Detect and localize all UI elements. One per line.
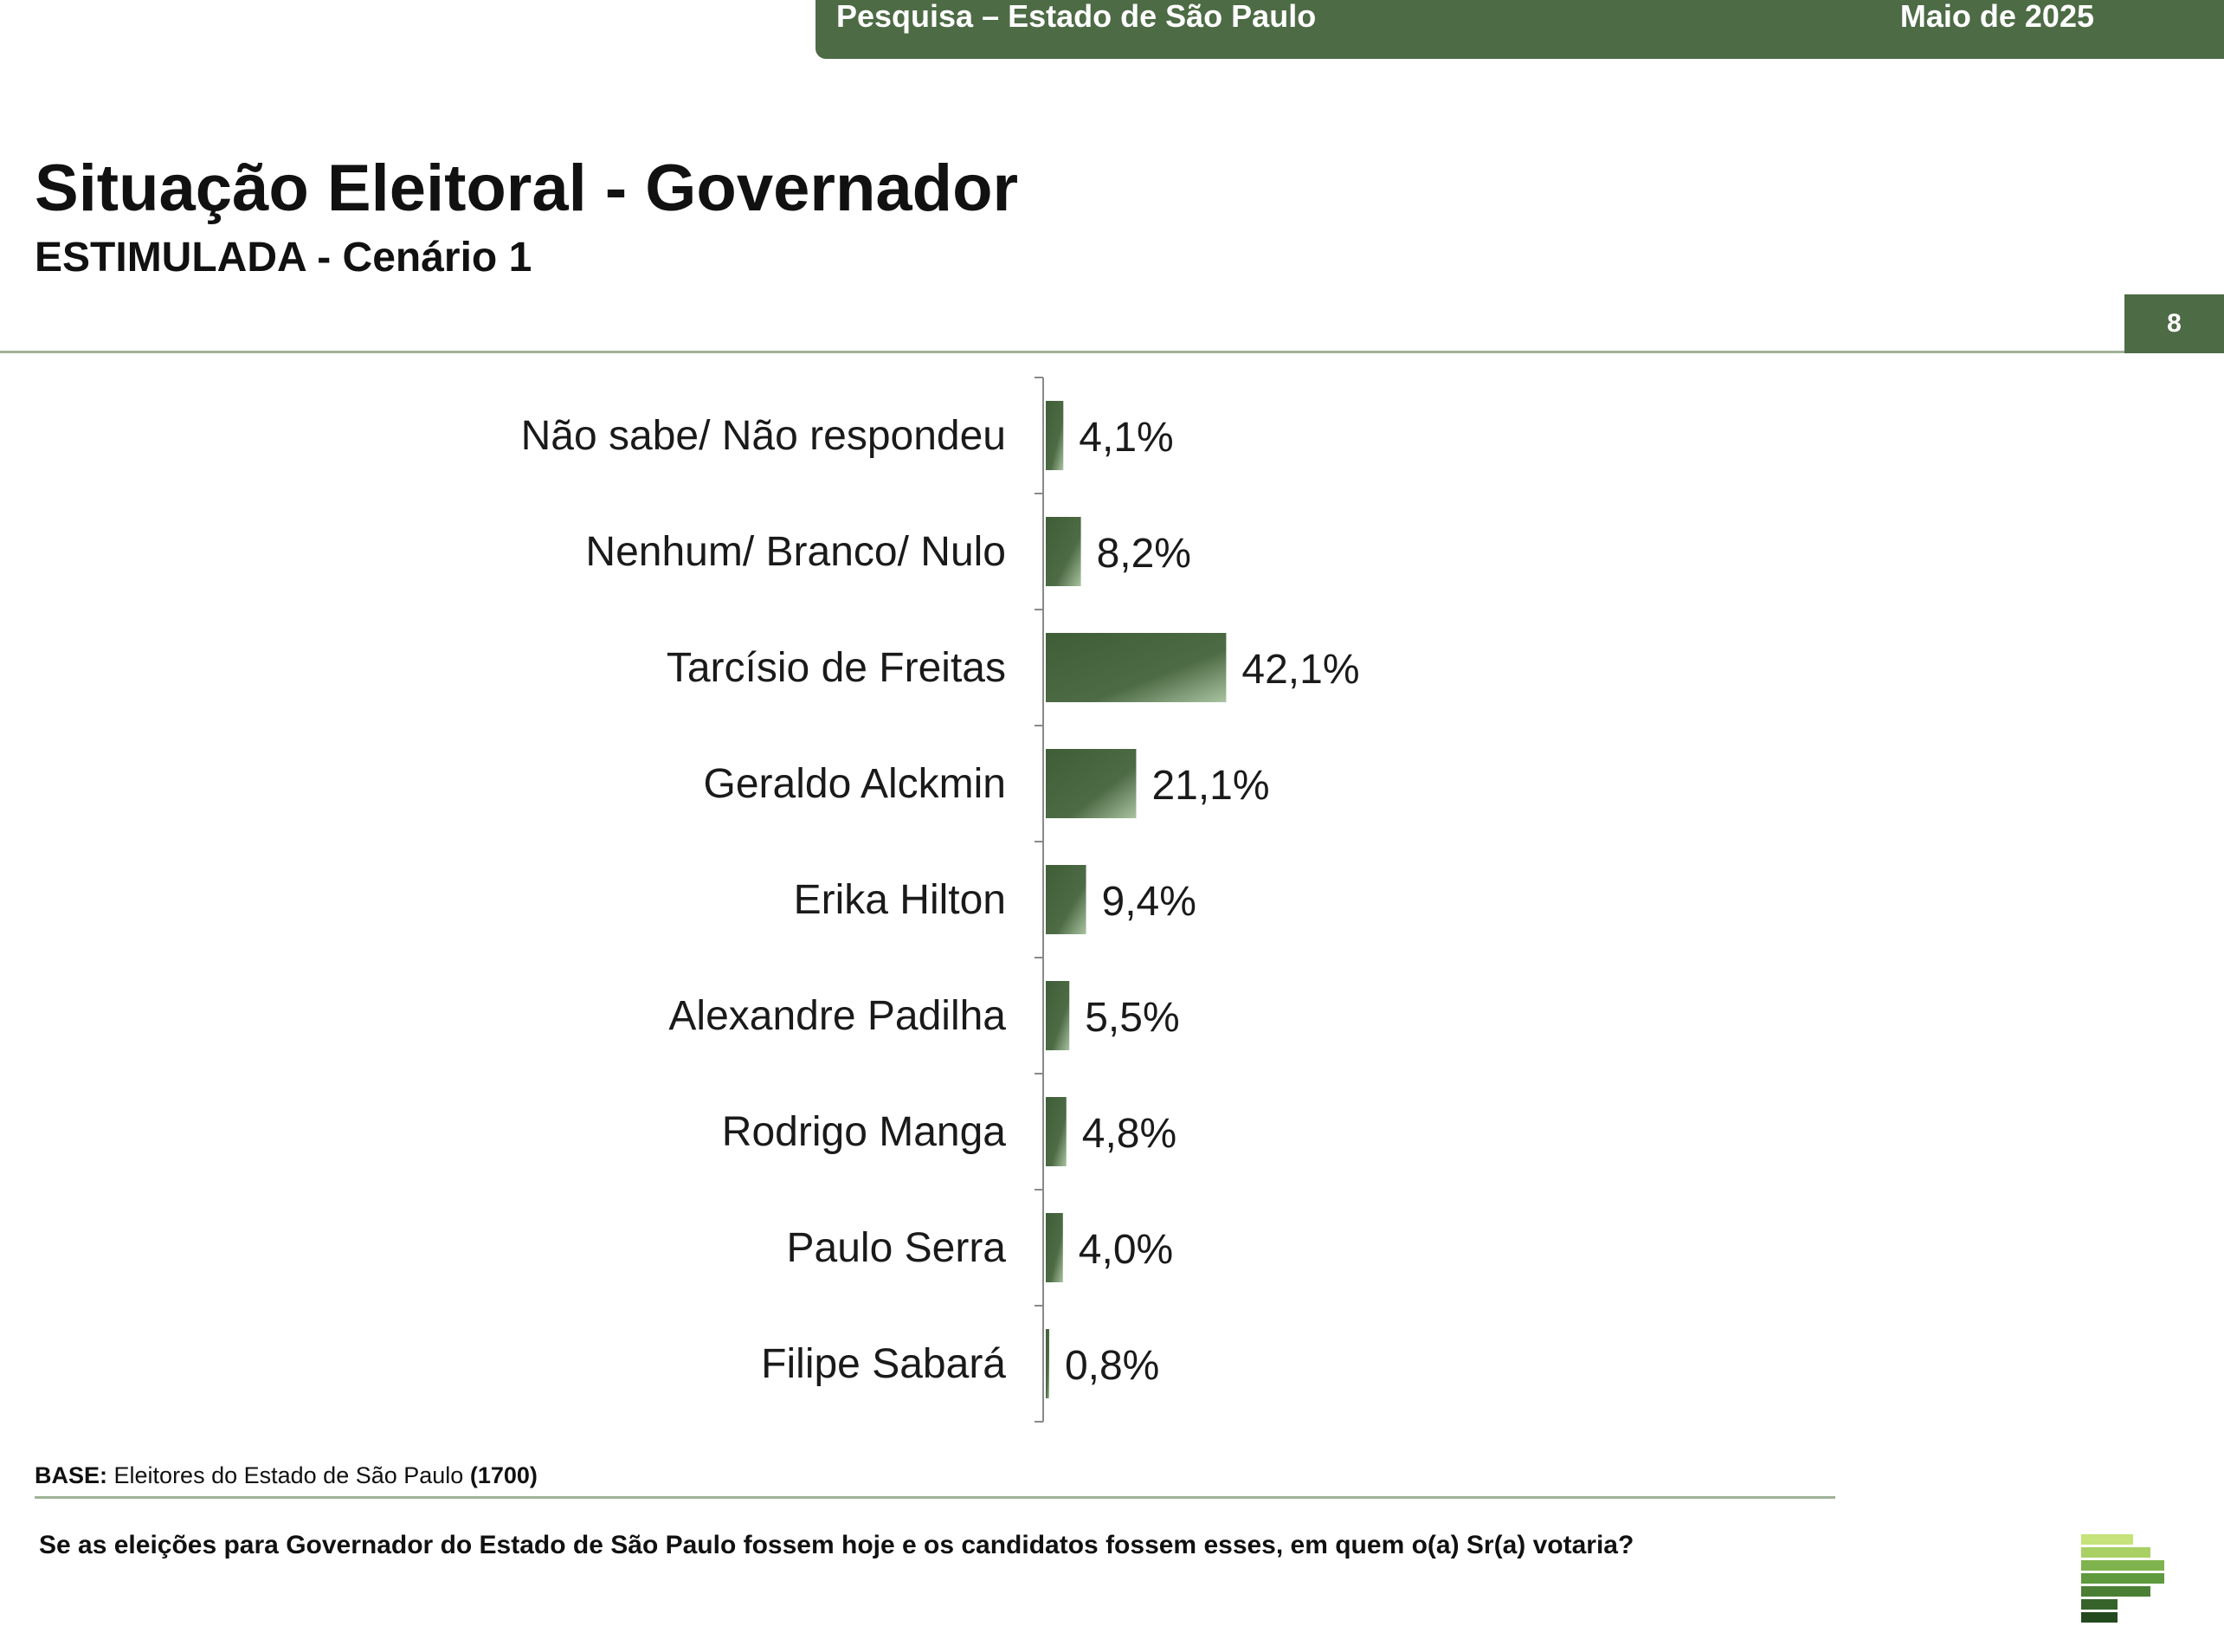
survey-question: Se as eleições para Governador do Estado… bbox=[39, 1531, 1634, 1559]
header-bar: Pesquisa – Estado de São Paulo Maio de 2… bbox=[815, 0, 2224, 59]
base-note: BASE: Eleitores do Estado de São Paulo (… bbox=[35, 1462, 538, 1489]
value-label: 4,8% bbox=[1082, 1111, 1176, 1157]
value-label: 4,0% bbox=[1079, 1227, 1173, 1273]
bar bbox=[1046, 981, 1070, 1050]
category-label: Paulo Serra bbox=[787, 1225, 1007, 1271]
base-text: Eleitores do Estado de São Paulo bbox=[113, 1462, 464, 1488]
page-title: Situação Eleitoral - Governador bbox=[35, 152, 1019, 225]
bar-chart: Não sabe/ Não respondeu 4,1% Nenhum/ Branc… bbox=[521, 377, 1360, 1423]
base-label: BASE: bbox=[35, 1462, 108, 1488]
value-label: 21,1% bbox=[1151, 763, 1269, 809]
brand-logo-icon bbox=[2081, 1534, 2164, 1623]
survey-date: Maio de 2025 bbox=[1899, 0, 2094, 34]
category-label: Rodrigo Manga bbox=[722, 1109, 1007, 1155]
base-count: (1700) bbox=[469, 1462, 538, 1488]
bar bbox=[1046, 517, 1081, 586]
value-label: 42,1% bbox=[1241, 647, 1359, 693]
category-label: Tarcísio de Freitas bbox=[667, 645, 1006, 691]
bar bbox=[1046, 749, 1137, 818]
category-label: Geraldo Alckmin bbox=[704, 761, 1006, 807]
value-label: 4,1% bbox=[1079, 415, 1173, 461]
bar bbox=[1046, 1097, 1067, 1166]
bar bbox=[1046, 865, 1086, 934]
value-label: 0,8% bbox=[1065, 1343, 1159, 1389]
category-label: Não sabe/ Não respondeu bbox=[521, 413, 1006, 459]
value-label: 5,5% bbox=[1085, 995, 1179, 1041]
category-label: Nenhum/ Branco/ Nulo bbox=[585, 529, 1006, 575]
value-label: 9,4% bbox=[1102, 879, 1196, 925]
category-label: Alexandre Padilha bbox=[668, 993, 1006, 1039]
bar bbox=[1046, 1329, 1049, 1398]
page-subtitle: ESTIMULADA - Cenário 1 bbox=[35, 235, 532, 281]
value-label: 8,2% bbox=[1097, 531, 1191, 577]
bar bbox=[1046, 633, 1227, 702]
bar bbox=[1046, 401, 1064, 470]
page-number: 8 bbox=[2124, 294, 2224, 353]
category-label: Erika Hilton bbox=[794, 877, 1006, 923]
survey-label: Pesquisa – Estado de São Paulo bbox=[836, 0, 1317, 34]
footer-divider bbox=[35, 1496, 1835, 1499]
bar bbox=[1046, 1213, 1063, 1282]
category-label: Filipe Sabará bbox=[761, 1341, 1006, 1387]
header-divider bbox=[0, 351, 2124, 353]
